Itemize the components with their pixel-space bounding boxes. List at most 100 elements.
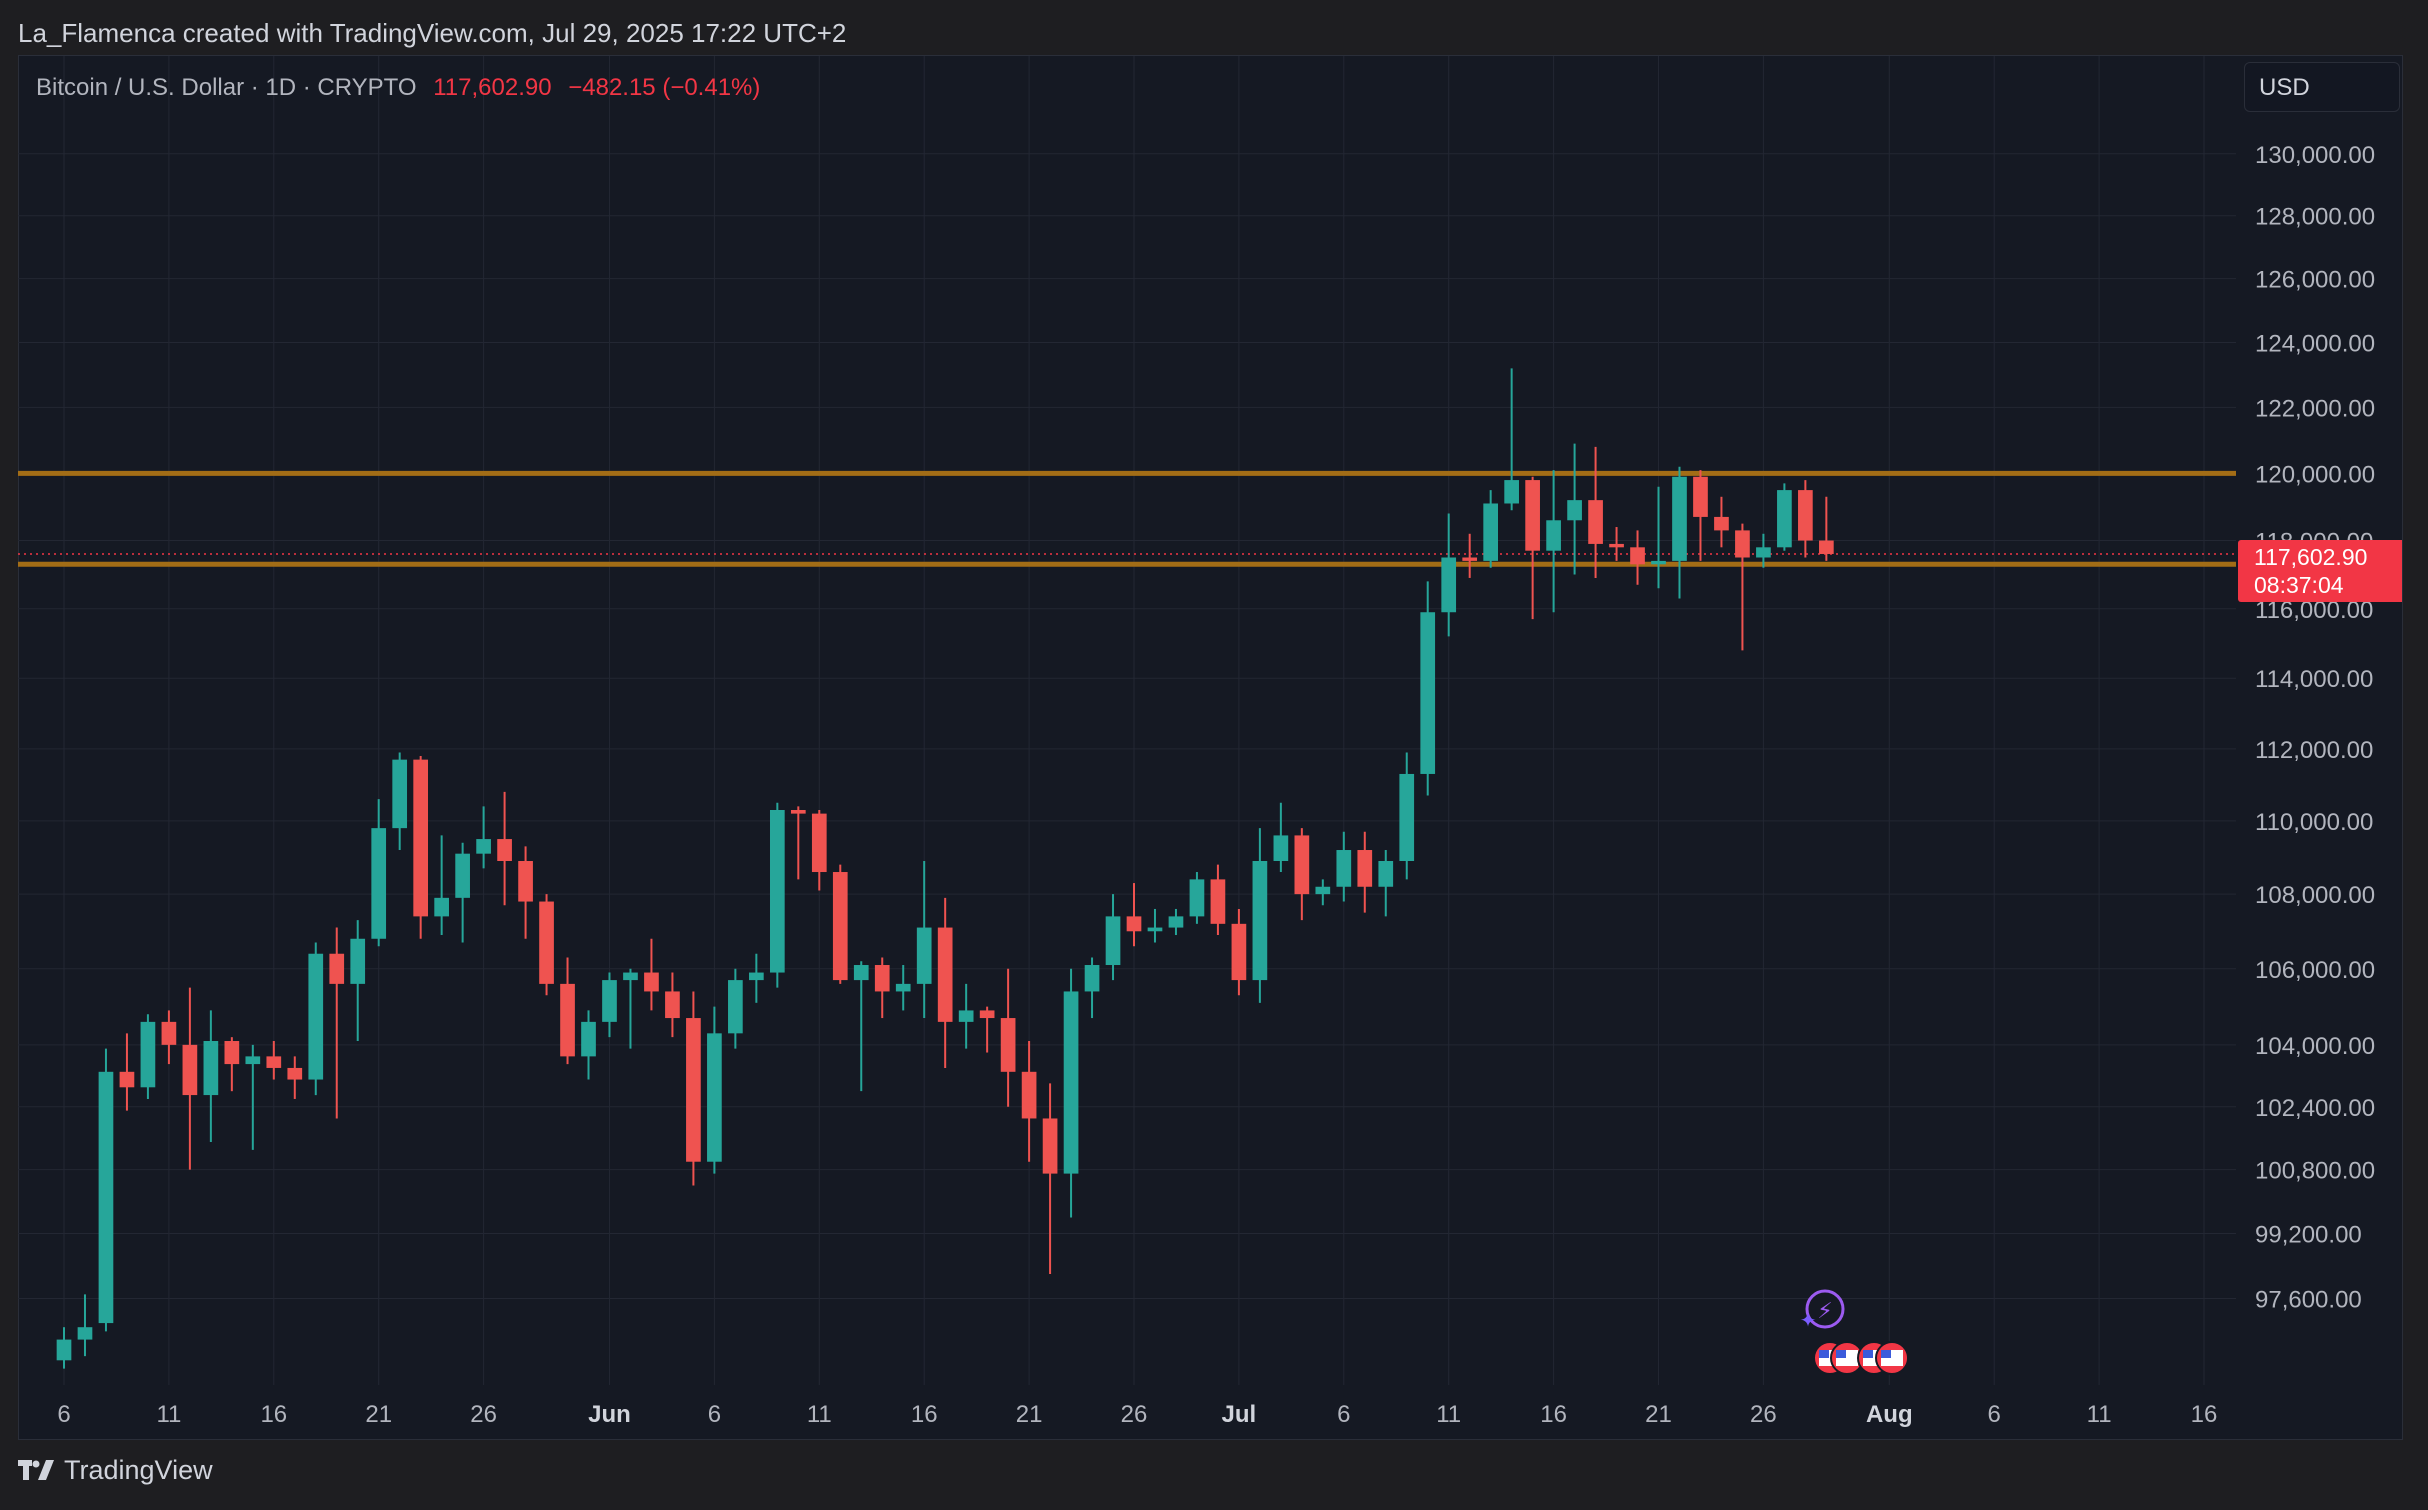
event-markers: ⚡ ✦ xyxy=(1800,1289,1909,1375)
time-tick-label: 21 xyxy=(365,1401,392,1428)
candle-body xyxy=(1147,927,1163,932)
candle-body xyxy=(1777,490,1792,548)
candle-body xyxy=(1378,861,1394,887)
candle-body xyxy=(1315,886,1331,895)
candle-body xyxy=(1525,480,1540,551)
candle-body xyxy=(539,901,554,984)
candle-body xyxy=(1357,850,1373,887)
candle-body xyxy=(476,839,491,854)
candle-body xyxy=(665,991,680,1019)
candle-body xyxy=(518,861,533,902)
candle-body xyxy=(1693,476,1708,517)
price-tick-label: 104,000.00 xyxy=(2255,1033,2375,1060)
last-price-value: 117,602.90 xyxy=(2254,544,2368,570)
time-tick-label: 11 xyxy=(807,1401,832,1428)
candle-body xyxy=(1462,557,1478,561)
time-tick-label: 16 xyxy=(1540,1401,1567,1428)
candle-body xyxy=(329,953,345,984)
candle-body xyxy=(77,1327,93,1340)
symbol-legend: Bitcoin / U.S. Dollar · 1D · CRYPTO 117,… xyxy=(36,74,760,102)
us-flag-canton-icon xyxy=(1863,1350,1873,1358)
candle-body xyxy=(1819,540,1834,554)
earnings-flash-icon[interactable] xyxy=(1805,1289,1845,1329)
candle-body xyxy=(1504,480,1519,504)
candle-body xyxy=(1063,991,1079,1174)
tradingview-logo[interactable]: TradingView xyxy=(18,1455,213,1486)
candle-body xyxy=(979,1010,995,1019)
last-price-label: 117,602.90 08:37:04 xyxy=(2238,540,2402,602)
candle-body xyxy=(1126,916,1142,932)
time-tick-label: 21 xyxy=(1016,1401,1043,1428)
candle-body xyxy=(224,1041,240,1065)
horizontal-levels xyxy=(18,470,2236,567)
candle-body xyxy=(1651,560,1666,565)
candle-body xyxy=(790,809,806,814)
bar-countdown: 08:37:04 xyxy=(2254,572,2344,598)
time-tick-label: 16 xyxy=(260,1401,287,1428)
time-tick-label: 16 xyxy=(911,1401,938,1428)
candle-body xyxy=(1441,557,1457,613)
candle-body xyxy=(1000,1018,1016,1072)
candle-body xyxy=(1336,850,1352,887)
candle-body xyxy=(1042,1118,1058,1174)
candle-body xyxy=(1609,543,1624,548)
symbol-name: Bitcoin / U.S. Dollar · 1D · CRYPTO xyxy=(36,74,417,101)
candle-body xyxy=(287,1067,303,1080)
candle-body xyxy=(1231,923,1247,981)
chart-panel[interactable] xyxy=(18,55,2403,1440)
time-tick-label: Jun xyxy=(588,1401,631,1428)
candle-body xyxy=(1735,530,1750,558)
candle-body xyxy=(769,809,785,973)
time-tick-label: 6 xyxy=(1988,1401,2001,1428)
price-tick-label: 99,200.00 xyxy=(2255,1222,2362,1249)
candle-body xyxy=(1294,835,1310,895)
candle-body xyxy=(1798,490,1813,541)
candle-body xyxy=(728,980,743,1034)
candle-body xyxy=(1273,835,1289,862)
candle-body xyxy=(266,1056,282,1068)
price-tick-label: 102,400.00 xyxy=(2255,1095,2375,1122)
candle-body xyxy=(644,972,659,992)
legend-change: −482.15 (−0.41%) xyxy=(568,74,761,101)
candle-body xyxy=(832,872,848,981)
price-tick-label: 120,000.00 xyxy=(2255,461,2375,488)
candle-body xyxy=(245,1056,261,1065)
candle-body xyxy=(1399,773,1415,862)
candle-body xyxy=(1210,879,1226,924)
candle-body xyxy=(203,1041,219,1096)
candle-body xyxy=(916,927,932,984)
price-tick-label: 100,800.00 xyxy=(2255,1158,2375,1185)
candle-body xyxy=(455,853,470,898)
candle-body xyxy=(1672,476,1687,561)
candle-body xyxy=(161,1021,177,1045)
time-tick-label: 11 xyxy=(2087,1401,2112,1428)
us-flag-canton-icon xyxy=(1836,1350,1846,1358)
candle-body xyxy=(1252,861,1268,981)
candle-body xyxy=(98,1071,114,1324)
time-tick-label: 26 xyxy=(1750,1401,1777,1428)
candle-body xyxy=(749,972,764,981)
candles xyxy=(56,368,1834,1369)
candle-body xyxy=(1756,547,1771,558)
price-tick-label: 130,000.00 xyxy=(2255,142,2375,169)
time-tick-label: Aug xyxy=(1866,1401,1913,1428)
time-tick-label: 6 xyxy=(1337,1401,1350,1428)
legend-price: 117,602.90 xyxy=(433,74,552,101)
tradingview-logo-icon xyxy=(18,1459,54,1480)
candle-body xyxy=(1588,500,1603,544)
price-tick-label: 106,000.00 xyxy=(2255,957,2375,984)
candle-body xyxy=(1567,500,1582,521)
chart-header: La_Flamenca created with TradingView.com… xyxy=(18,18,847,48)
candle-body xyxy=(581,1021,596,1057)
candle-body xyxy=(560,983,575,1057)
candle-body xyxy=(1021,1071,1037,1119)
price-tick-label: 124,000.00 xyxy=(2255,330,2375,357)
candle-body xyxy=(1105,916,1121,966)
candle-body xyxy=(1483,503,1499,561)
price-tick-label: 128,000.00 xyxy=(2255,204,2375,231)
candle-body xyxy=(308,953,324,1080)
currency-button[interactable]: USD xyxy=(2244,62,2400,112)
candle-body xyxy=(497,839,512,862)
time-tick-label: 11 xyxy=(156,1401,181,1428)
